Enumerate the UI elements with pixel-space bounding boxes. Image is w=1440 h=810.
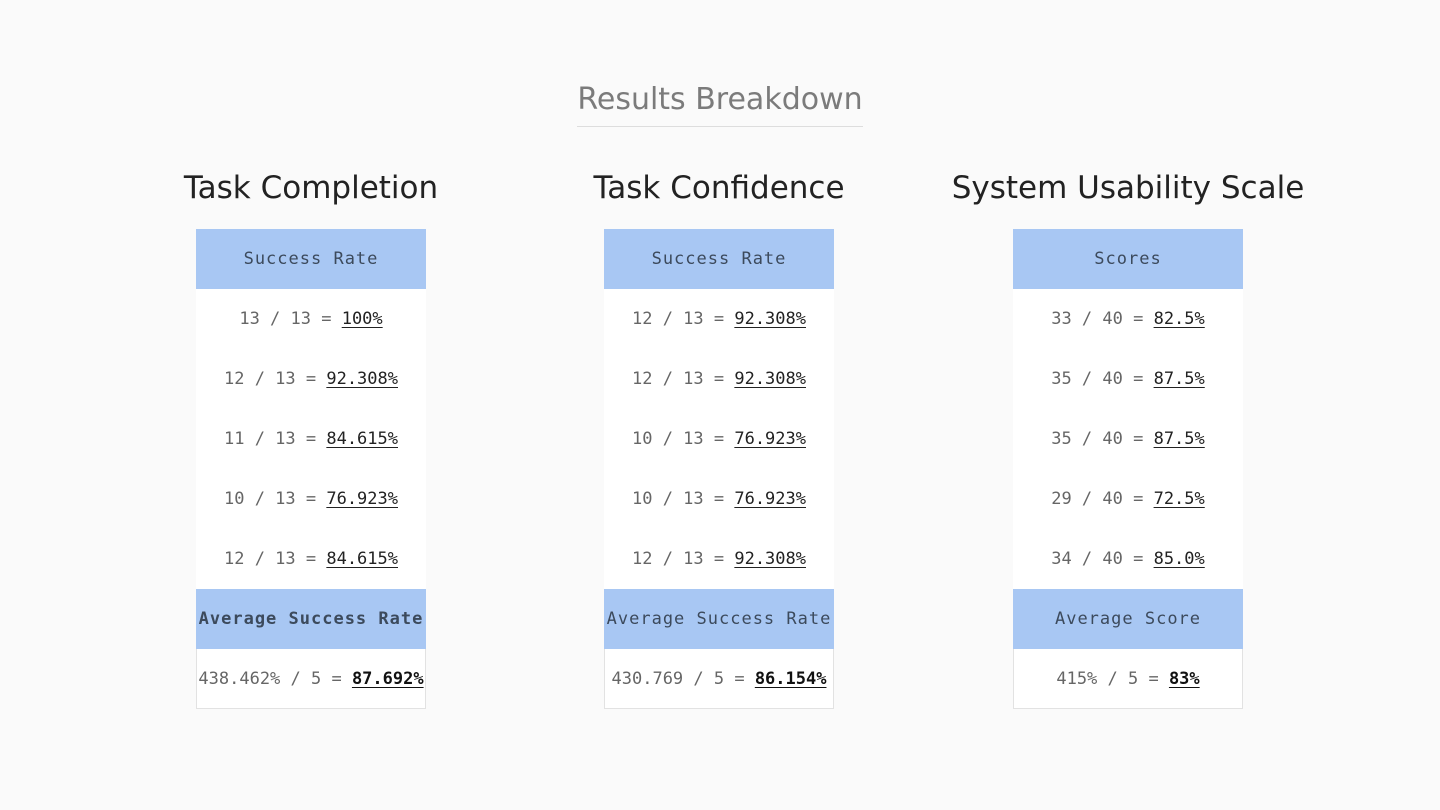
- row-expression: 34 / 40 =: [1051, 549, 1154, 569]
- page-title: Results Breakdown: [0, 80, 1440, 127]
- row-value: 84.615%: [326, 549, 398, 569]
- page-title-text: Results Breakdown: [577, 80, 863, 127]
- row-expression: 35 / 40 =: [1051, 369, 1154, 389]
- table-row: 33 / 40 = 82.5%: [1013, 289, 1243, 349]
- row-value: 92.308%: [734, 369, 806, 389]
- row-value: 92.308%: [734, 549, 806, 569]
- row-value: 76.923%: [326, 489, 398, 509]
- task-completion-section: Task Completion Success Rate 13 / 13 = 1…: [101, 168, 521, 709]
- row-expression: 13 / 13 =: [239, 309, 342, 329]
- results-table: Success Rate 13 / 13 = 100% 12 / 13 = 92…: [196, 229, 426, 709]
- task-confidence-section: Task Confidence Success Rate 12 / 13 = 9…: [509, 168, 929, 709]
- row-value: 100%: [341, 309, 383, 329]
- average-header: Average Success Rate: [196, 589, 426, 649]
- row-expression: 12 / 13 =: [631, 309, 735, 329]
- row-value: 76.923%: [734, 489, 806, 509]
- table-row: 34 / 40 = 85.0%: [1013, 529, 1243, 589]
- row-value: 72.5%: [1153, 489, 1205, 509]
- table-row: 12 / 13 = 92.308%: [604, 529, 834, 589]
- row-expression: 12 / 13 =: [631, 369, 735, 389]
- table-header: Success Rate: [604, 229, 834, 289]
- table-row: 35 / 40 = 87.5%: [1013, 409, 1243, 469]
- row-expression: 12 / 13 =: [223, 549, 327, 569]
- average-header: Average Score: [1013, 589, 1243, 649]
- table-row: 11 / 13 = 84.615%: [196, 409, 426, 469]
- table-row: 29 / 40 = 72.5%: [1013, 469, 1243, 529]
- average-value: 87.692%: [351, 669, 424, 689]
- row-value: 92.308%: [734, 309, 806, 329]
- table-row: 12 / 13 = 92.308%: [604, 289, 834, 349]
- table-row: 12 / 13 = 92.308%: [196, 349, 426, 409]
- row-expression: 11 / 13 =: [223, 429, 327, 449]
- average-header: Average Success Rate: [604, 589, 834, 649]
- row-value: 92.308%: [326, 369, 398, 389]
- row-expression: 35 / 40 =: [1051, 429, 1154, 449]
- row-expression: 33 / 40 =: [1051, 309, 1154, 329]
- section-heading: System Usability Scale: [951, 170, 1305, 206]
- table-row: 10 / 13 = 76.923%: [604, 469, 834, 529]
- average-value: 86.154%: [754, 669, 827, 689]
- average-expression: 438.462% / 5 =: [198, 669, 352, 689]
- table-row: 12 / 13 = 92.308%: [604, 349, 834, 409]
- table-header: Success Rate: [196, 229, 426, 289]
- table-header: Scores: [1013, 229, 1243, 289]
- average-expression: 430.769 / 5 =: [611, 669, 755, 689]
- row-expression: 29 / 40 =: [1051, 489, 1154, 509]
- row-expression: 12 / 13 =: [631, 549, 735, 569]
- row-value: 84.615%: [326, 429, 398, 449]
- average-row: 415% / 5 = 83%: [1013, 649, 1243, 709]
- row-expression: 10 / 13 =: [631, 429, 735, 449]
- results-table: Scores 33 / 40 = 82.5% 35 / 40 = 87.5% 3…: [1013, 229, 1243, 709]
- results-table: Success Rate 12 / 13 = 92.308% 12 / 13 =…: [604, 229, 834, 709]
- table-row: 35 / 40 = 87.5%: [1013, 349, 1243, 409]
- table-row: 10 / 13 = 76.923%: [604, 409, 834, 469]
- row-value: 87.5%: [1153, 429, 1205, 449]
- row-expression: 12 / 13 =: [223, 369, 327, 389]
- table-row: 12 / 13 = 84.615%: [196, 529, 426, 589]
- row-value: 85.0%: [1153, 549, 1205, 569]
- row-expression: 10 / 13 =: [223, 489, 327, 509]
- row-value: 82.5%: [1153, 309, 1205, 329]
- section-heading: Task Completion: [183, 170, 439, 206]
- average-row: 438.462% / 5 = 87.692%: [196, 649, 426, 709]
- average-value: 83%: [1168, 669, 1200, 689]
- section-heading: Task Confidence: [593, 170, 845, 206]
- row-value: 87.5%: [1153, 369, 1205, 389]
- table-row: 13 / 13 = 100%: [196, 289, 426, 349]
- row-expression: 10 / 13 =: [631, 489, 735, 509]
- average-expression: 415% / 5 =: [1056, 669, 1169, 689]
- table-row: 10 / 13 = 76.923%: [196, 469, 426, 529]
- system-usability-scale-section: System Usability Scale Scores 33 / 40 = …: [918, 168, 1338, 709]
- row-value: 76.923%: [734, 429, 806, 449]
- average-row: 430.769 / 5 = 86.154%: [604, 649, 834, 709]
